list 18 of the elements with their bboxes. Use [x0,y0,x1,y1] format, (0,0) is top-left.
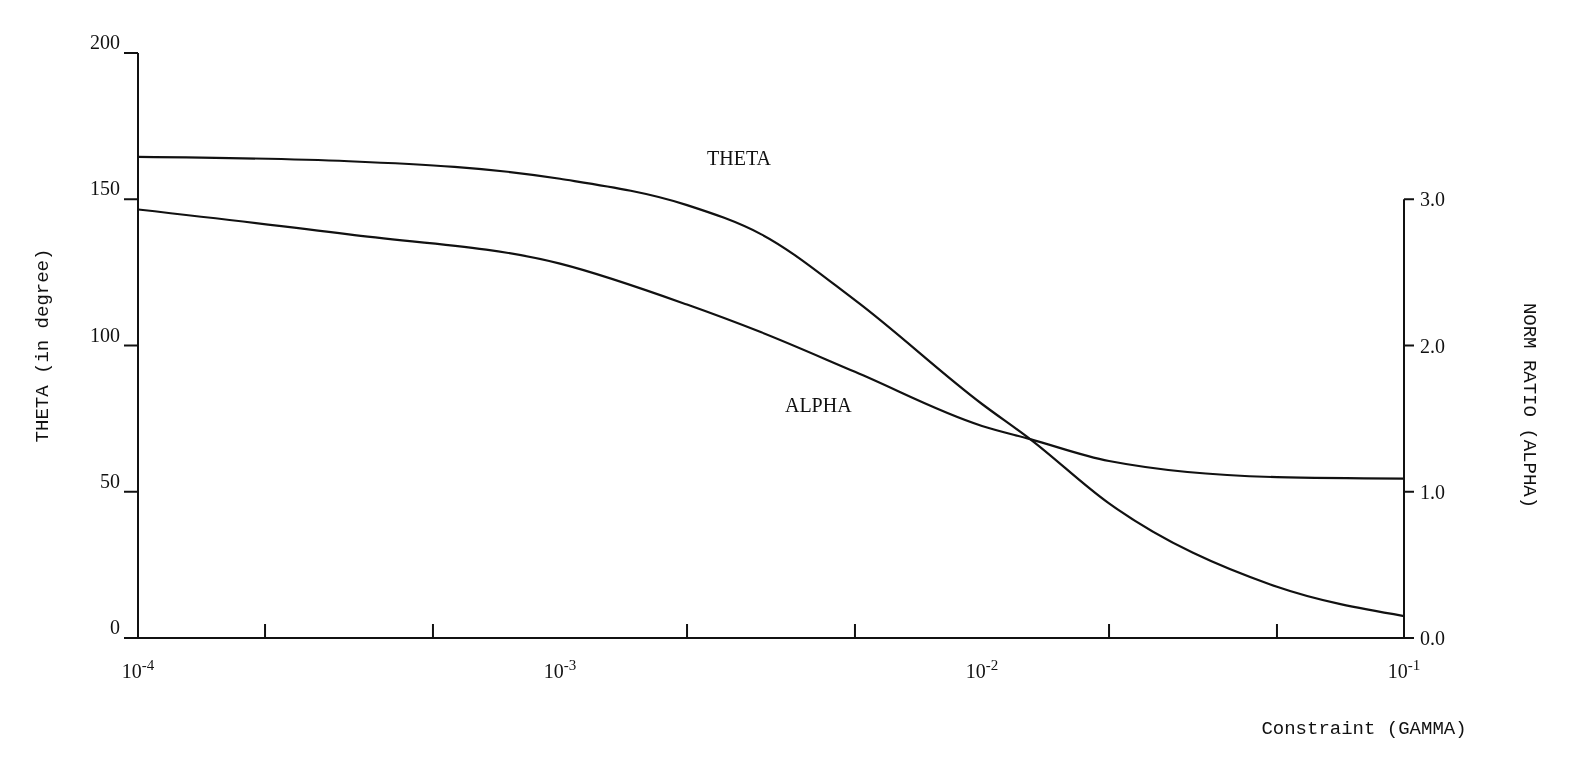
x-tick-label: 10$^{-3}$ [543,657,577,682]
y2-axis-title: NORM RATIO (ALPHA) [1518,302,1540,509]
y2-tick-label: 1.0 [1420,480,1445,503]
y2-tick-label: 2.0 [1420,334,1445,357]
y-axis-title: THETA (in degree) [32,248,54,443]
y-tick-label: 200 [90,31,120,53]
y-tick-label: 50 [100,469,120,492]
text: THETA [707,147,772,170]
y-tick-label: 100 [90,323,120,346]
y2-tick-label: 3.0 [1420,188,1445,211]
y-tick-label: 150 [90,177,120,200]
y2-tick-label: 0.0 [1420,627,1445,649]
x-tick-label: 10$^{-4}$ [121,657,155,682]
y-tick-label: 0 [110,616,120,638]
x-tick-label: 10$^{-1}$ [1387,657,1421,682]
x-axis-title: Constraint (GAMMA) [1261,718,1467,740]
series-label: ALPHA [784,393,853,416]
x-tick-label: 10$^{-2}$ [965,657,999,682]
